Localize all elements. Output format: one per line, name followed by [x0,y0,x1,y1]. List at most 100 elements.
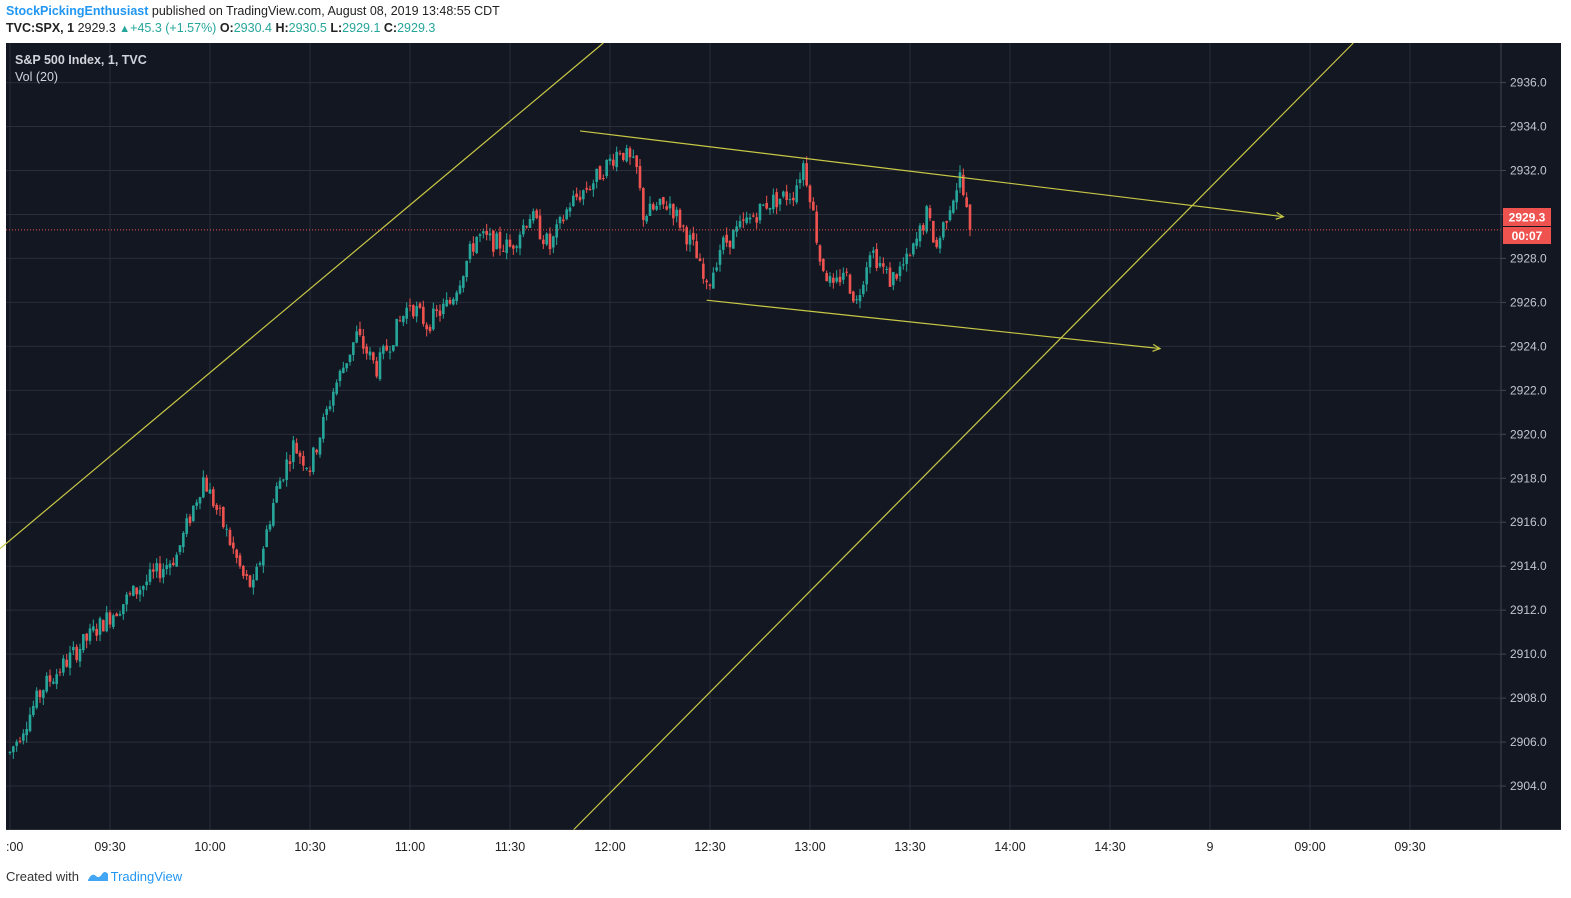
candle-body [108,612,112,625]
y-tick-label: 2920.0 [1510,427,1547,441]
candle-body [815,211,818,243]
candle-body [522,225,525,235]
close-label: C: [383,21,398,35]
y-tick-label: 2932.0 [1510,164,1547,178]
candle-body [48,675,52,682]
last-price-badge-bg [1503,208,1551,226]
candle-body [385,345,388,351]
candle-body [498,231,502,249]
candle-body [265,529,268,547]
candle-body [262,548,265,566]
candle-body [362,336,365,349]
candle-body [672,204,675,219]
y-tick-label: 2910.0 [1510,647,1547,661]
candle-body [415,306,418,317]
candle-body [162,569,165,578]
candle-body [722,237,725,250]
candle-body [398,320,402,322]
candle-body [885,268,888,270]
candle-body [682,225,685,227]
candle-body [935,239,938,248]
candle-body [105,612,108,632]
candle-body [925,206,928,232]
time-axis[interactable]: :00 09:30 10:00 10:30 11:00 11:30 12:00 12:30 13… [6,830,1561,860]
candle-body [942,222,945,238]
candle-body [448,300,452,304]
candle-body [485,230,488,235]
candle-body [375,360,378,377]
candle-body [828,276,832,283]
candle-body [795,185,798,203]
symbol-label: TVC:SPX, 1 [6,21,75,35]
candle-body [405,307,408,319]
candle-body [692,232,695,240]
legend-title: S&P 500 Index, 1, TVC [15,53,147,67]
candle-body [235,549,238,558]
candle-body [658,198,662,206]
countdown-badge-text: 00:07 [1512,229,1543,243]
candle-body [548,233,552,250]
candle-body [915,238,918,246]
candle-body [295,442,298,454]
candle-body [862,284,865,295]
lower-channel-line[interactable] [572,42,1354,831]
candle-body [365,346,368,354]
candle-body [955,190,958,203]
candle-body [495,233,498,250]
candle-body [125,594,128,605]
trendlines[interactable] [0,42,1354,831]
y-tick-label: 2906.0 [1510,735,1547,749]
candle-body [288,461,292,464]
candle-body [148,569,152,582]
candle-body [688,234,692,245]
candle-body [762,204,765,206]
candle-body [115,613,118,617]
candle-body [945,221,948,223]
candle-body [62,658,65,673]
lower-descending-line[interactable] [706,299,1161,350]
open-label: O: [219,21,234,35]
x-tick-label: 13:00 [794,840,825,854]
y-tick-label: 2924.0 [1510,339,1547,353]
candle-body [28,714,32,732]
candle-body [512,245,515,249]
candle-body [798,179,802,184]
candle-body [888,267,892,287]
candle-body [898,266,902,276]
upper-descending-line[interactable] [579,130,1284,218]
candle-body [938,238,942,249]
x-tick-label: 12:30 [694,840,725,854]
candle-body [775,192,778,208]
candle-body [258,562,262,565]
candle-body [35,690,38,708]
x-tick-label: 12:00 [594,840,625,854]
tradingview-link[interactable]: TradingView [110,869,183,884]
upper-channel-line[interactable] [0,42,604,550]
candle-body [198,497,202,504]
candle-body [618,153,622,155]
candle-body [282,479,285,481]
candle-body [18,740,22,742]
candle-body [555,224,558,238]
candle-body [728,240,732,248]
candle-body [65,659,68,667]
candle-body [402,316,405,323]
candle-body [515,246,518,248]
candle-body [545,233,548,245]
x-tick-label: 09:00 [1294,840,1325,854]
candle-body [285,459,288,480]
grid [6,43,1501,830]
candle-body [525,226,528,228]
candle-body [768,207,772,210]
candle-body [695,241,698,259]
candle-body [278,480,282,489]
candle-body [168,563,172,568]
candle-body [315,449,318,453]
candle-body [652,204,655,210]
candle-body [845,271,848,273]
y-tick-label: 2918.0 [1510,471,1547,485]
change-value: +45.3 (+1.57%) [130,21,217,35]
candle-body [752,215,755,217]
author-link[interactable]: StockPickingEnthusiast [6,4,149,18]
